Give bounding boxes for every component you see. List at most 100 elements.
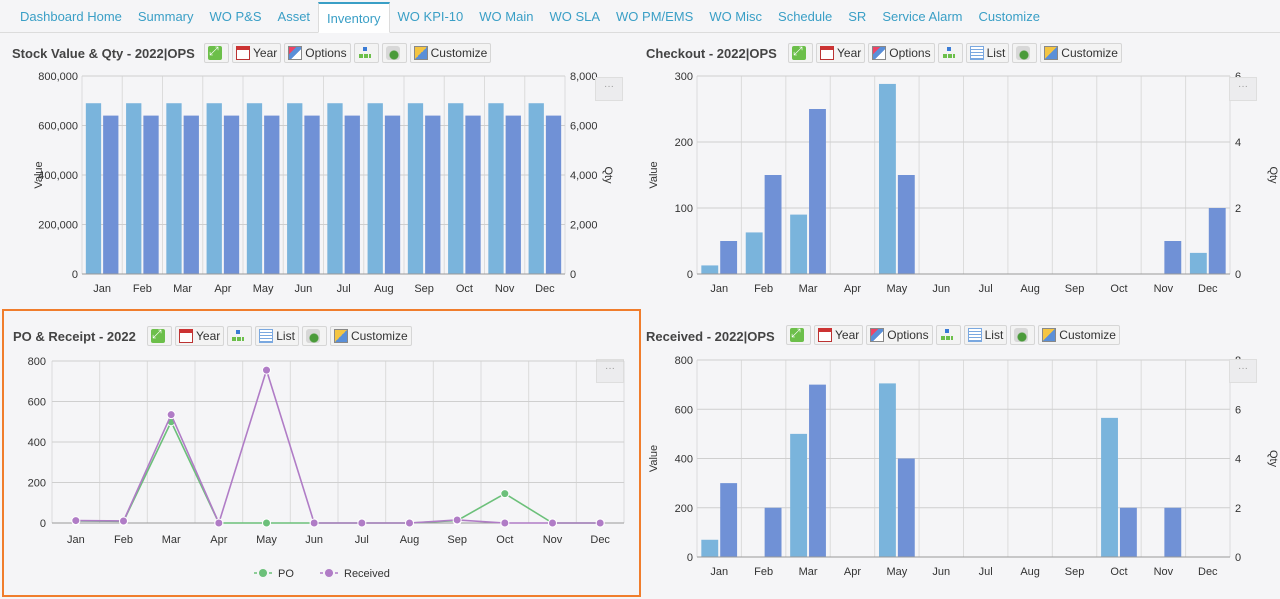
y-tick-label: 600 <box>28 397 46 409</box>
options-label: Options <box>889 46 931 60</box>
tab-wo-main[interactable]: WO Main <box>479 9 534 24</box>
value-bar <box>448 103 464 274</box>
y2-tick-label: 2,000 <box>570 220 598 232</box>
qty-bar <box>425 115 441 274</box>
expand-icon <box>208 44 222 60</box>
tab-wo-kpi-10[interactable]: WO KPI-10 <box>397 9 464 24</box>
tab-asset[interactable]: Asset <box>277 9 311 24</box>
qty-bar <box>720 241 738 274</box>
export-button[interactable] <box>1012 43 1038 63</box>
legend-marker <box>259 569 267 577</box>
customize-label: Customize <box>350 329 408 343</box>
tab-sr[interactable]: SR <box>848 9 867 24</box>
y-tick-label: 200 <box>28 478 46 490</box>
x-tick-label: Aug <box>400 534 420 546</box>
customize-button[interactable]: Customize <box>1038 325 1120 345</box>
year-button[interactable]: Year <box>232 43 282 63</box>
hierarchy-button[interactable] <box>937 43 963 63</box>
qty-bar <box>183 115 199 274</box>
hierarchy-icon <box>940 328 954 342</box>
y-tick-label: 0 <box>687 552 693 564</box>
x-tick-label: Feb <box>754 566 773 578</box>
export-button[interactable] <box>1010 325 1036 345</box>
x-tick-label: Aug <box>374 283 394 295</box>
qty-bar <box>344 115 360 274</box>
year-button[interactable]: Year <box>814 325 864 345</box>
more-menu-button[interactable]: ··· <box>595 77 623 101</box>
expand-icon <box>151 327 165 343</box>
received-panel: Received - 2022|OPS Year Options List Cu… <box>640 309 1280 599</box>
value-bar <box>407 103 424 274</box>
x-tick-label: May <box>886 566 907 578</box>
tab-wo-pm-ems[interactable]: WO PM/EMS <box>616 9 694 24</box>
tab-inventory[interactable]: Inventory <box>318 2 390 33</box>
tab-summary[interactable]: Summary <box>137 9 194 24</box>
tab-customize[interactable]: Customize <box>978 9 1040 24</box>
value-bar <box>166 103 182 274</box>
options-button[interactable]: Options <box>866 325 933 345</box>
hierarchy-button[interactable] <box>227 326 253 346</box>
tab-wo-p-s[interactable]: WO P&S <box>209 9 262 24</box>
year-button[interactable]: Year <box>175 326 225 346</box>
y-axis-label: Value <box>33 161 45 188</box>
legend-label: Received <box>344 568 390 580</box>
x-tick-label: Apr <box>210 534 227 546</box>
value-bar <box>878 83 896 274</box>
y-tick-label: 0 <box>72 269 78 281</box>
tab-wo-sla[interactable]: WO SLA <box>549 9 601 24</box>
hierarchy-icon <box>231 329 245 343</box>
tab-dashboard-home[interactable]: Dashboard Home <box>20 9 122 24</box>
expand-button[interactable] <box>788 43 813 63</box>
x-tick-label: Nov <box>1154 566 1174 578</box>
options-button[interactable]: Options <box>284 43 351 63</box>
x-tick-label: Jul <box>337 283 351 295</box>
x-tick-label: Jun <box>932 566 950 578</box>
qty-bar <box>897 458 915 557</box>
tab-wo-misc[interactable]: WO Misc <box>709 9 763 24</box>
y-tick-label: 300 <box>675 71 693 83</box>
x-tick-label: Oct <box>1110 566 1127 578</box>
x-tick-label: Aug <box>1020 566 1040 578</box>
data-point <box>262 365 271 375</box>
panel-title: Checkout - 2022|OPS <box>646 46 777 61</box>
tab-schedule[interactable]: Schedule <box>778 9 833 24</box>
y-tick-label: 200 <box>675 137 693 149</box>
y-tick-label: 800 <box>28 356 46 368</box>
data-point <box>500 518 510 528</box>
expand-button[interactable] <box>786 325 811 345</box>
list-button[interactable]: List <box>255 326 299 346</box>
qty-bar <box>764 507 782 557</box>
hierarchy-button[interactable] <box>353 43 379 63</box>
list-button[interactable]: List <box>965 43 1010 63</box>
chart-options-icon <box>870 328 885 342</box>
value-bar <box>85 103 102 274</box>
x-tick-label: Mar <box>799 566 818 578</box>
customize-button[interactable]: Customize <box>329 326 412 346</box>
calendar-icon <box>820 46 834 60</box>
more-menu-button[interactable]: ··· <box>1229 77 1257 101</box>
more-menu-button[interactable]: ··· <box>1229 359 1257 383</box>
tab-service-alarm[interactable]: Service Alarm <box>882 9 963 24</box>
x-tick-label: Sep <box>447 534 467 546</box>
customize-button[interactable]: Customize <box>1040 43 1122 63</box>
customize-button[interactable]: Customize <box>409 43 492 63</box>
hierarchy-button[interactable] <box>935 325 961 345</box>
options-button[interactable]: Options <box>868 43 935 63</box>
customize-icon <box>1042 328 1057 342</box>
export-button[interactable] <box>301 326 327 346</box>
y-tick-label: 400 <box>675 454 693 466</box>
data-point <box>71 516 81 526</box>
options-label: Options <box>887 328 929 342</box>
year-button[interactable]: Year <box>816 43 866 63</box>
x-tick-label: Mar <box>799 283 818 295</box>
y-tick-label: 600 <box>675 404 693 416</box>
export-button[interactable] <box>381 43 407 63</box>
customize-icon <box>1044 46 1059 60</box>
list-icon <box>967 328 982 342</box>
x-tick-label: Feb <box>114 534 133 546</box>
expand-button[interactable] <box>204 43 229 63</box>
list-button[interactable]: List <box>963 325 1008 345</box>
value-bar <box>745 232 763 274</box>
expand-button[interactable] <box>147 326 172 346</box>
panel-toolbar: Year List Customize <box>147 326 412 346</box>
